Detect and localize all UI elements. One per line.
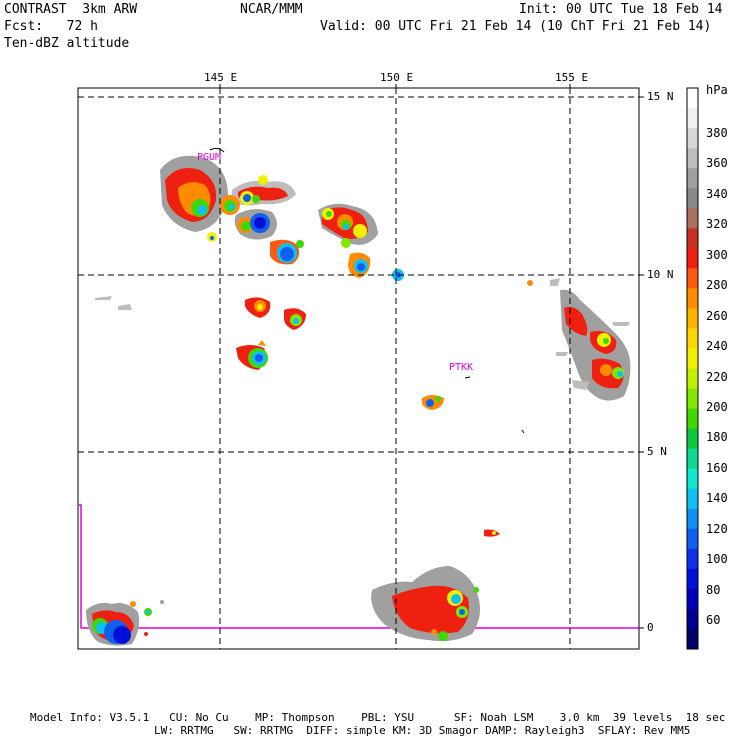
colorbar-swatch [687, 188, 698, 209]
colorbar-tick-label: 300 [706, 247, 728, 262]
colorbar-swatch [687, 248, 698, 269]
track-line [78, 504, 639, 629]
colorbar-swatch [687, 388, 698, 410]
colorbar-tick-label: 100 [706, 552, 728, 567]
colorbar-unit: hPa [706, 83, 728, 97]
field-name: Ten-dBZ altitude [4, 36, 130, 51]
model-info-line1: Model Info: V3.5.1 CU: No Cu MP: Thompso… [30, 711, 726, 724]
colorbar-frame [686, 87, 699, 650]
colorbar-tick-label: 160 [706, 460, 728, 475]
colorbar-swatch [687, 548, 698, 570]
init-time: Init: 00 UTC Tue 18 Feb 14 [519, 2, 723, 17]
station-label-ptkk: PTKK [449, 362, 474, 373]
colorbar-swatch [687, 328, 698, 349]
colorbar-tick-label: 120 [706, 521, 728, 536]
colorbar-swatch [687, 528, 698, 550]
colorbar-tick-label: 340 [706, 186, 728, 201]
colorbar-swatch [687, 128, 698, 149]
colorbar-tick-label: 260 [706, 308, 728, 323]
colorbar-swatch [687, 288, 698, 309]
colorbar-swatch [687, 108, 698, 129]
colorbar-swatch [687, 568, 698, 590]
colorbar-tick-label: 320 [706, 217, 728, 232]
colorbar-swatch [687, 428, 698, 450]
colorbar-swatch [687, 368, 698, 390]
run-title: CONTRAST 3km ARW [4, 2, 138, 17]
lat-label-10n: 10 N [647, 268, 674, 281]
colorbar-swatch [687, 268, 698, 289]
lat-label-15n: 15 N [647, 90, 674, 103]
colorbar-swatch [687, 228, 698, 249]
forecast-hour: Fcst: 72 h [4, 19, 98, 34]
model-info-line2: LW: RRTMG SW: RRTMG DIFF: simple KM: 3D … [154, 724, 691, 737]
colorbar-swatch [687, 88, 698, 109]
lat-lon-grid [78, 88, 639, 649]
colorbar-tick-label: 380 [706, 126, 728, 140]
colorbar-swatch [687, 208, 698, 229]
colorbar-swatch [687, 408, 698, 430]
lon-label-150: 150 E [380, 71, 414, 84]
colorbar-swatch [687, 348, 698, 369]
colorbar-tick-label: 220 [706, 369, 728, 384]
colorbar-swatch [687, 628, 698, 650]
colorbar-tick-label: 360 [706, 156, 728, 171]
colorbar-swatch [687, 148, 698, 169]
lon-label-155: 155 E [555, 71, 589, 84]
echo-cluster-south [86, 566, 480, 646]
station-label-pgum: PGUM [197, 152, 222, 163]
valid-time: Valid: 00 UTC Fri 21 Feb 14 (10 ChT Fri … [320, 19, 712, 34]
echo-cluster-guam [160, 147, 404, 281]
colorbar-swatch [687, 168, 698, 189]
lon-label-145: 145 E [204, 71, 238, 84]
colorbar [686, 87, 699, 650]
echo-cluster-east [422, 278, 631, 537]
colorbar-tick-label: 200 [706, 399, 728, 414]
echo-cluster-mid [95, 296, 306, 370]
colorbar-swatch [687, 468, 698, 490]
colorbar-tick-label: 240 [706, 339, 728, 354]
producer-label: NCAR/MMM [240, 2, 303, 17]
lat-label-eq: 0 [647, 621, 654, 634]
colorbar-swatch [687, 308, 698, 329]
colorbar-tick-label: 140 [706, 491, 728, 506]
colorbar-swatch [687, 608, 698, 630]
frame-ticks [219, 84, 644, 629]
colorbar-tick-label: 60 [706, 613, 721, 627]
colorbar-swatch [687, 588, 698, 610]
colorbar-swatch [687, 448, 698, 470]
colorbar-tick-label: 180 [706, 430, 728, 445]
colorbar-swatch [687, 508, 698, 530]
colorbar-tick-label: 80 [706, 582, 721, 597]
colorbar-tick-label: 280 [706, 278, 728, 293]
lat-label-5n: 5 N [647, 445, 667, 458]
colorbar-swatch [687, 488, 698, 510]
